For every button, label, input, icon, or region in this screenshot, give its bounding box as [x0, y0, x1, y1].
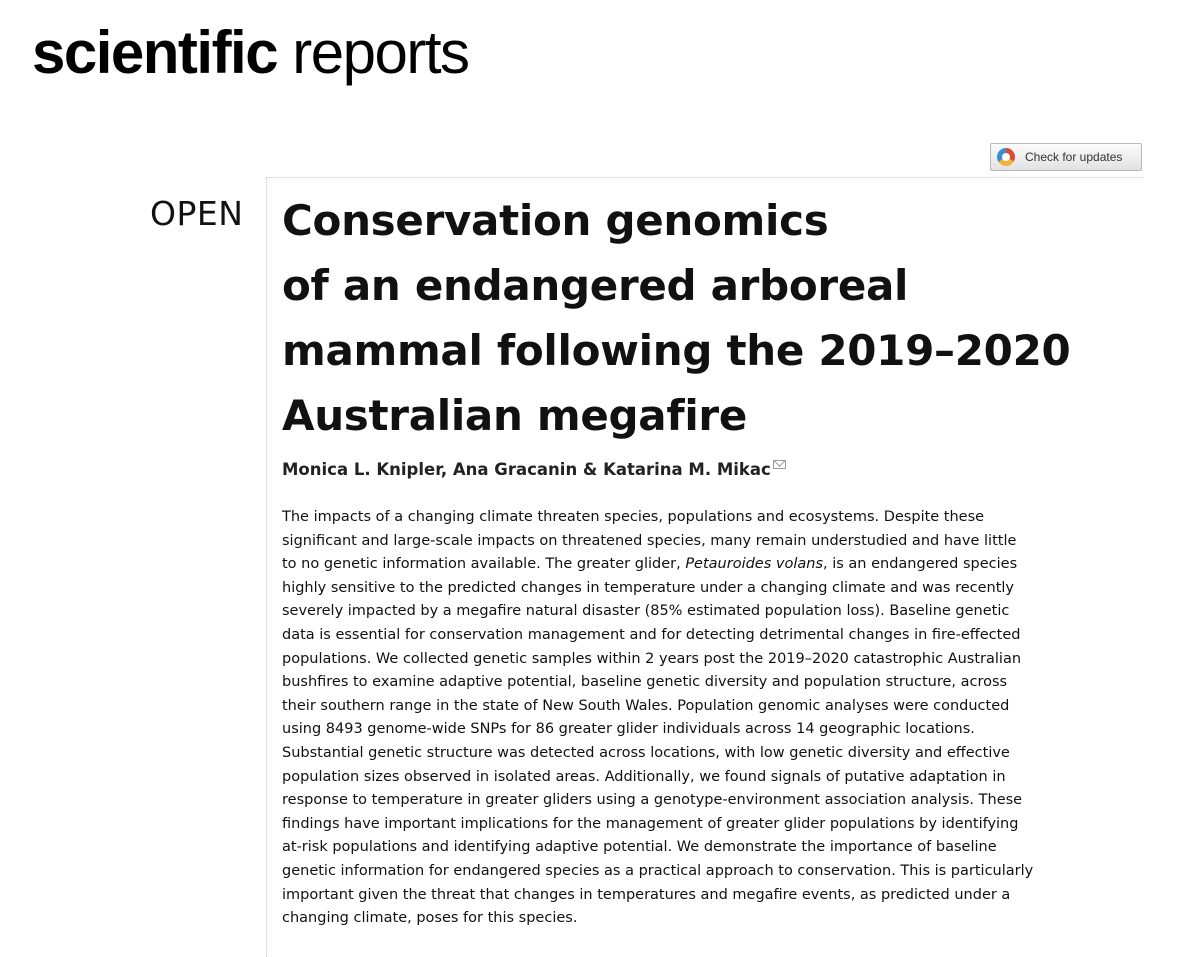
abstract-text: , is an endangered species: [823, 556, 1018, 573]
abstract-line: highly sensitive to the predicted change…: [282, 579, 1015, 596]
journal-logo[interactable]: scientific reports: [32, 18, 470, 88]
abstract-line: to no genetic information available. The…: [282, 553, 1162, 577]
abstract-line: using 8493 genome-wide SNPs for 86 great…: [282, 721, 975, 738]
crossmark-icon: [997, 148, 1015, 166]
open-access-label: OPEN: [150, 194, 244, 233]
abstract-line: data is essential for conservation manag…: [282, 626, 1021, 643]
abstract-line: changing climate, poses for this species…: [282, 910, 578, 927]
abstract-text: to no genetic information available. The…: [282, 556, 686, 573]
abstract-line: findings have important implications for…: [282, 815, 1019, 832]
article-title: Conservation genomics of an endangered a…: [282, 188, 1142, 448]
title-line: Conservation genomics: [282, 196, 829, 245]
abstract-line: bushfires to examine adaptive potential,…: [282, 674, 1008, 691]
abstract-line: their southern range in the state of New…: [282, 697, 1010, 714]
abstract: The impacts of a changing climate threat…: [282, 506, 1162, 931]
abstract-line: Substantial genetic structure was detect…: [282, 744, 1010, 761]
author-list: Monica L. Knipler, Ana Gracanin & Katari…: [282, 458, 786, 482]
journal-name-bold: scientific: [32, 19, 279, 86]
header-divider: [266, 177, 1144, 178]
journal-name-light: reports: [292, 19, 470, 86]
abstract-line: population sizes observed in isolated ar…: [282, 768, 1006, 785]
title-line: Australian megafire: [282, 391, 748, 440]
abstract-line: The impacts of a changing climate threat…: [282, 509, 985, 525]
check-for-updates-label: Check for updates: [1025, 150, 1123, 164]
abstract-line: at-risk populations and identifying adap…: [282, 839, 997, 856]
abstract-line: response to temperature in greater glide…: [282, 792, 1023, 809]
check-for-updates-button[interactable]: Check for updates: [990, 143, 1142, 171]
abstract-line: severely impacted by a megafire natural …: [282, 603, 1010, 620]
authors-text[interactable]: Monica L. Knipler, Ana Gracanin & Katari…: [282, 460, 771, 479]
title-line: of an endangered arboreal: [282, 261, 909, 310]
title-line: mammal following the 2019–2020: [282, 326, 1071, 375]
abstract-line: genetic information for endangered speci…: [282, 862, 1034, 879]
species-name: Petauroides volans: [685, 556, 823, 573]
abstract-line: important given the threat that changes …: [282, 886, 1011, 903]
margin-divider: [266, 177, 267, 957]
mail-icon[interactable]: [772, 460, 786, 469]
abstract-line: populations. We collected genetic sample…: [282, 650, 1022, 667]
abstract-line: significant and large-scale impacts on t…: [282, 532, 1017, 549]
